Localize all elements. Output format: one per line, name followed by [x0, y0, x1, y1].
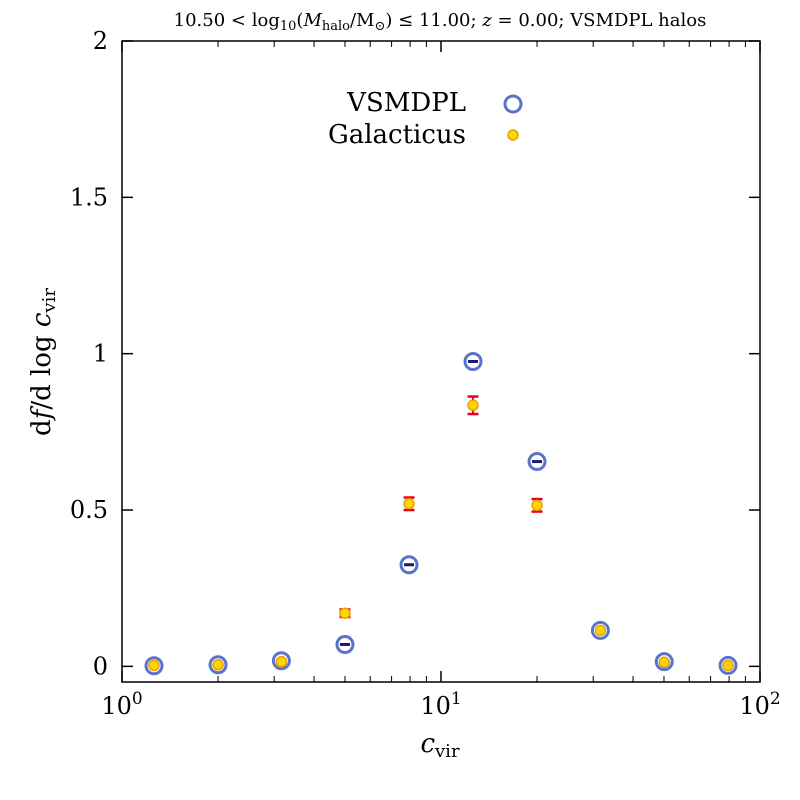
legend-label-galacticus: Galacticus — [328, 120, 466, 150]
x-tick-label: 102 — [739, 689, 780, 720]
error-bars — [148, 395, 734, 669]
y-axis-label: df/d log cvir — [27, 288, 60, 436]
galacticus-point — [148, 659, 160, 672]
galacticus-point — [658, 656, 670, 669]
y-tick-label: 0.5 — [70, 496, 108, 524]
data-markers — [144, 352, 738, 676]
galacticus-point — [531, 499, 543, 512]
y-tick-label: 2 — [93, 27, 108, 55]
galacticus-point — [722, 659, 734, 672]
legend-marker-galacticus — [507, 129, 519, 141]
y-tick-label: 0 — [93, 652, 108, 680]
x-tick-label: 100 — [101, 689, 142, 720]
galacticus-point — [403, 498, 415, 510]
chart-title: 10.50 < log10(Mhalo/M⊙) ≤ 11.00; z = 0.0… — [174, 10, 707, 34]
legend-marker-vsmdpl — [503, 94, 523, 114]
galacticus-point — [594, 624, 607, 637]
x-tick-label: 101 — [420, 689, 461, 720]
galacticus-point — [212, 659, 224, 671]
legend-label-vsmdpl: VSMDPL — [346, 88, 466, 118]
galacticus-point — [275, 655, 288, 668]
y-tick-label: 1 — [93, 340, 108, 368]
x-axis-label: cvir — [420, 729, 459, 762]
axis-ticks: 0 0.5 1 1.5 2 100 101 102 — [70, 27, 781, 720]
galacticus-point — [467, 399, 479, 412]
y-tick-label: 1.5 — [70, 183, 108, 211]
legend: VSMDPL Galacticus — [328, 88, 523, 150]
galacticus-point — [339, 607, 351, 619]
